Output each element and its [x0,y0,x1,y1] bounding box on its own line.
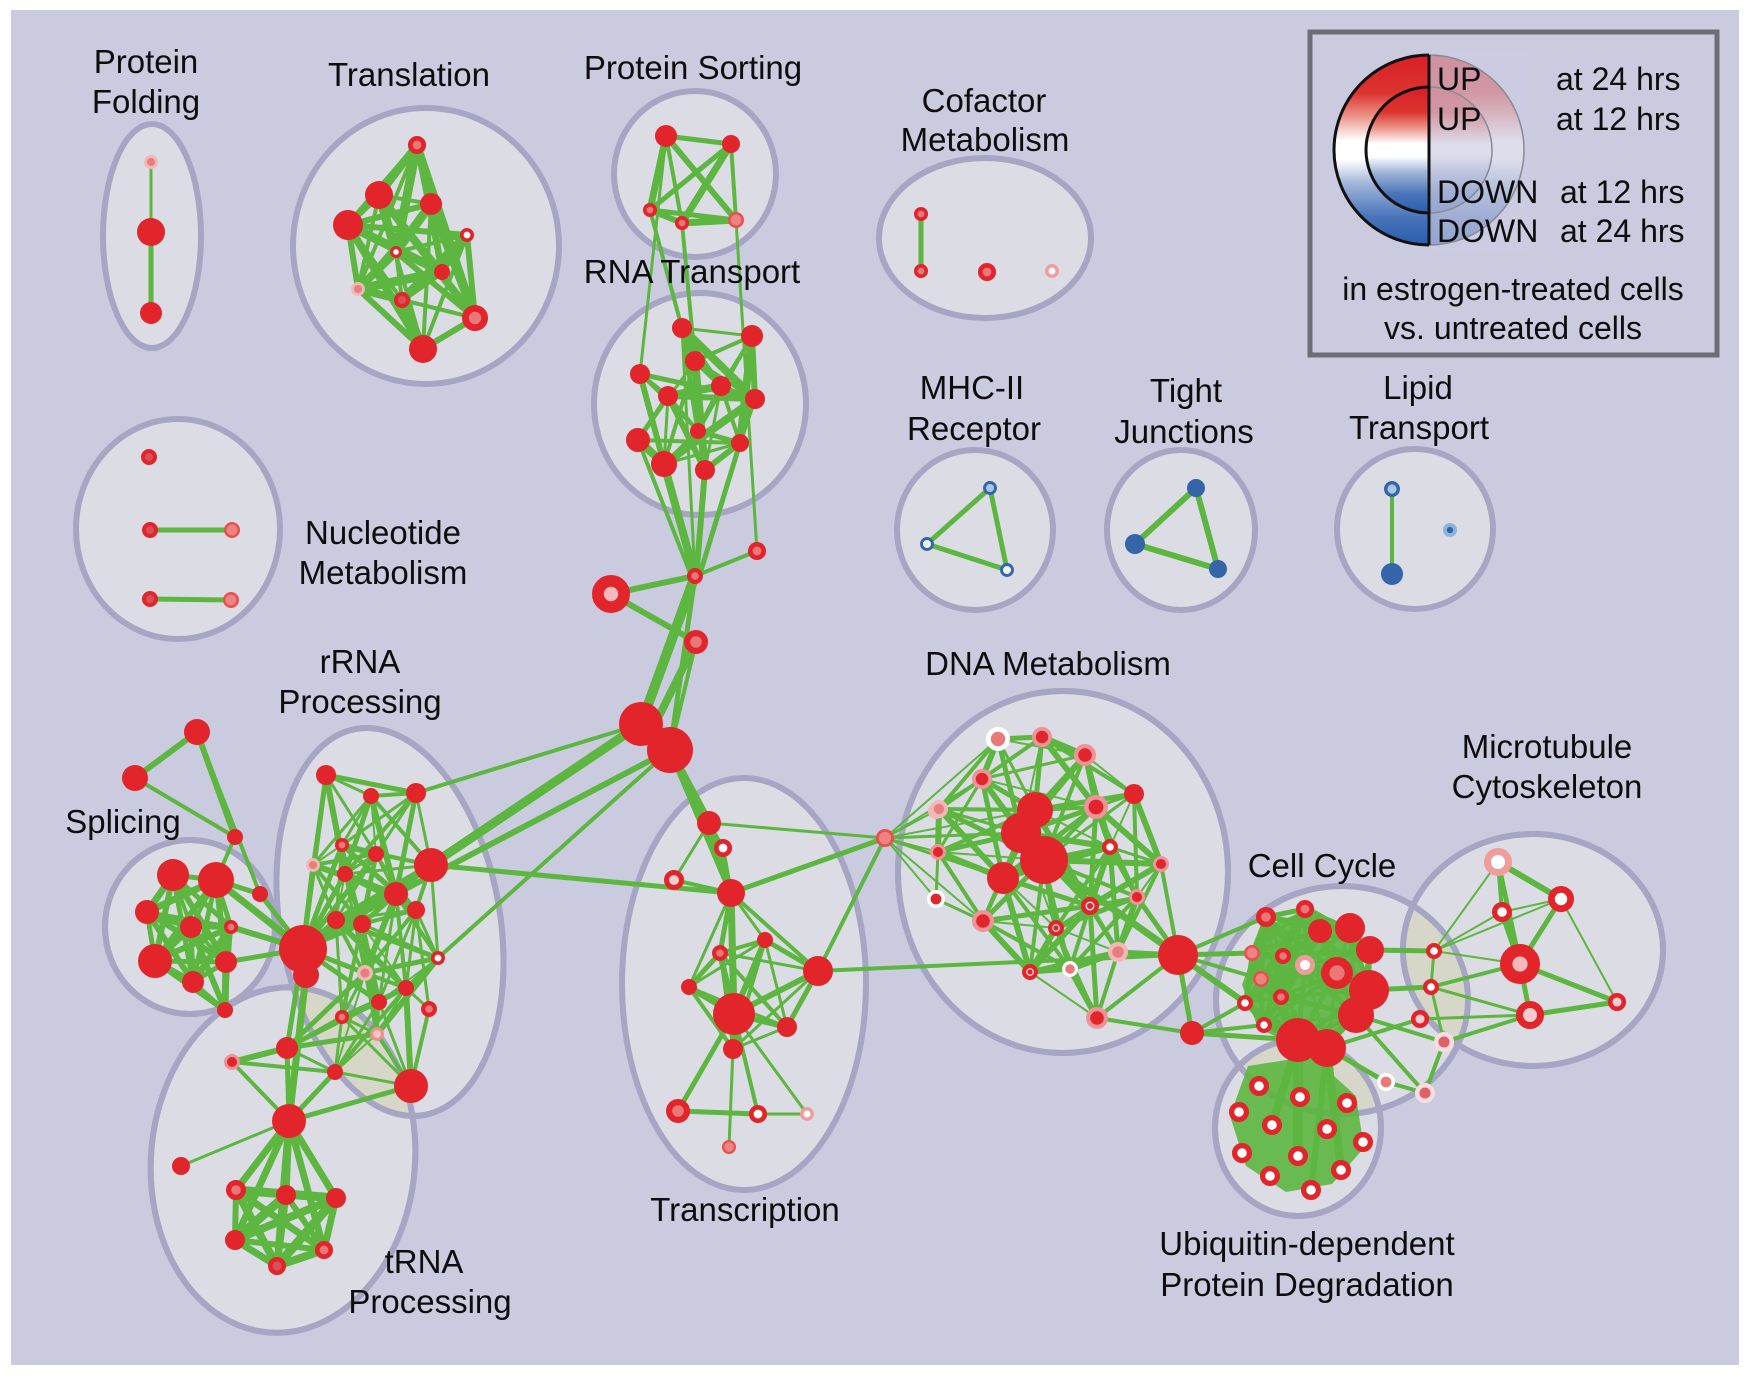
svg-text:Cytoskeleton: Cytoskeleton [1452,768,1643,805]
svg-text:in estrogen-treated cells: in estrogen-treated cells [1342,271,1684,307]
svg-text:Cell Cycle: Cell Cycle [1248,847,1397,884]
svg-text:Cofactor: Cofactor [922,82,1047,119]
svg-text:MHC-II: MHC-II [920,369,1024,406]
svg-text:at 12 hrs: at 12 hrs [1556,101,1681,137]
svg-text:Protein Degradation: Protein Degradation [1160,1266,1454,1303]
svg-text:Processing: Processing [348,1283,511,1320]
svg-text:Nucleotide: Nucleotide [305,514,461,551]
svg-text:Protein Sorting: Protein Sorting [584,49,802,86]
svg-text:Translation: Translation [328,56,490,93]
svg-text:at 24 hrs: at 24 hrs [1560,213,1685,249]
svg-text:rRNA: rRNA [320,643,401,680]
svg-text:Transport: Transport [1349,409,1489,446]
svg-text:Lipid: Lipid [1383,369,1453,406]
svg-text:tRNA: tRNA [385,1243,464,1280]
svg-text:Metabolism: Metabolism [299,554,468,591]
svg-text:UP: UP [1437,61,1481,97]
svg-text:at 12 hrs: at 12 hrs [1560,174,1685,210]
svg-text:Junctions: Junctions [1114,413,1253,450]
svg-text:Receptor: Receptor [907,410,1041,447]
svg-text:DOWN: DOWN [1437,213,1538,249]
svg-text:at 24 hrs: at 24 hrs [1556,61,1681,97]
svg-text:Splicing: Splicing [65,803,181,840]
svg-text:DNA Metabolism: DNA Metabolism [925,645,1171,682]
svg-text:Protein: Protein [94,43,199,80]
svg-text:Microtubule: Microtubule [1462,728,1633,765]
svg-text:Tight: Tight [1150,372,1222,409]
svg-text:Folding: Folding [92,83,200,120]
svg-text:RNA Transport: RNA Transport [584,253,800,290]
svg-text:DOWN: DOWN [1437,174,1538,210]
svg-text:Transcription: Transcription [650,1191,840,1228]
svg-text:Ubiquitin-dependent: Ubiquitin-dependent [1159,1225,1454,1262]
svg-text:Processing: Processing [278,683,441,720]
svg-text:vs. untreated cells: vs. untreated cells [1384,310,1642,346]
svg-text:UP: UP [1437,101,1481,137]
svg-text:Metabolism: Metabolism [901,121,1070,158]
